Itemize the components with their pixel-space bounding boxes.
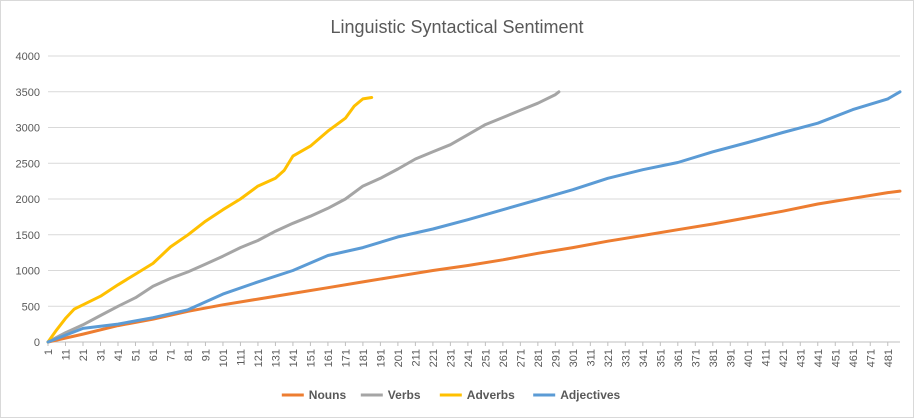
- y-tick-label: 2500: [16, 158, 40, 170]
- x-tick-label: 41: [113, 349, 125, 361]
- x-tick-label: 341: [638, 349, 650, 367]
- x-tick-label: 141: [288, 349, 300, 367]
- x-tick-label: 131: [270, 349, 282, 367]
- x-tick-label: 451: [830, 349, 842, 367]
- y-tick-label: 2000: [16, 194, 40, 206]
- x-tick-label: 111: [235, 349, 247, 366]
- x-tick-label: 471: [865, 349, 877, 367]
- x-tick-label: 211: [410, 349, 422, 367]
- legend: Nouns Verbs Adverbs Adjectives: [281, 388, 621, 402]
- x-tick-label: 321: [603, 349, 615, 367]
- x-tick-label: 121: [253, 349, 265, 367]
- y-tick-label: 3500: [16, 87, 40, 99]
- series-line-adjectives: [46, 90, 902, 344]
- chart-title: Linguistic Syntactical Sentiment: [330, 17, 583, 37]
- x-tick-label: 51: [130, 349, 142, 361]
- x-tick-label: 311: [585, 349, 597, 367]
- x-tick-label: 291: [550, 349, 562, 367]
- y-tick-label: 1000: [16, 266, 40, 278]
- x-tick-label: 421: [778, 349, 790, 367]
- x-tick-label: 261: [498, 349, 510, 367]
- y-tick-label: 1500: [16, 230, 40, 242]
- x-tick-label: 431: [795, 349, 807, 367]
- x-tick-label: 181: [358, 349, 370, 367]
- x-tick-label: 441: [813, 349, 825, 367]
- x-tick-label: 81: [183, 349, 195, 361]
- x-tick-label: 391: [725, 349, 737, 367]
- y-tick-label: 0: [34, 337, 40, 349]
- gridlines: [48, 55, 900, 307]
- x-tick-label: 91: [200, 349, 212, 361]
- x-tick-label: 281: [533, 349, 545, 367]
- legend-label-adjectives: Adjectives: [560, 388, 620, 402]
- y-tick-label: 4000: [16, 51, 40, 63]
- x-tick-label: 1: [43, 349, 55, 355]
- x-tick-label: 101: [218, 349, 230, 367]
- x-tick-label: 221: [428, 349, 440, 367]
- x-tick-label: 191: [375, 349, 387, 367]
- x-tick-label: 361: [673, 349, 685, 367]
- x-tick-label: 161: [323, 349, 335, 367]
- x-tick-label: 371: [690, 349, 702, 367]
- x-tick-label: 71: [165, 349, 177, 361]
- legend-label-verbs: Verbs: [388, 388, 421, 402]
- x-tick-label: 31: [95, 349, 107, 361]
- x-tick-label: 251: [480, 349, 492, 367]
- legend-label-nouns: Nouns: [309, 388, 347, 402]
- legend-label-adverbs: Adverbs: [467, 388, 515, 402]
- series-line-nouns: [46, 189, 902, 344]
- y-tick-label: 3000: [16, 123, 40, 135]
- x-tick-label: 411: [760, 349, 772, 367]
- x-tick-label: 241: [463, 349, 475, 367]
- x-tick-label: 351: [655, 349, 667, 367]
- y-tick-label: 500: [22, 301, 40, 313]
- x-tick-label: 461: [848, 349, 860, 367]
- x-tick-label: 301: [568, 349, 580, 367]
- x-tick-label: 61: [148, 349, 160, 361]
- x-tick-label: 21: [78, 349, 90, 361]
- x-tick-label: 331: [620, 349, 632, 367]
- x-tick-label: 171: [340, 349, 352, 367]
- x-tick-label: 11: [60, 349, 72, 360]
- x-tick-label: 231: [445, 349, 457, 367]
- x-tick-label: 201: [393, 349, 405, 367]
- x-tick-label: 481: [883, 349, 895, 367]
- series-line-verbs: [46, 90, 561, 344]
- series-line-adverbs: [46, 96, 374, 344]
- x-tick-label: 271: [515, 349, 527, 367]
- x-tick-label: 381: [708, 349, 720, 367]
- series-lines: [46, 90, 902, 344]
- x-tick-label: 401: [743, 349, 755, 367]
- x-tick-label: 151: [305, 349, 317, 367]
